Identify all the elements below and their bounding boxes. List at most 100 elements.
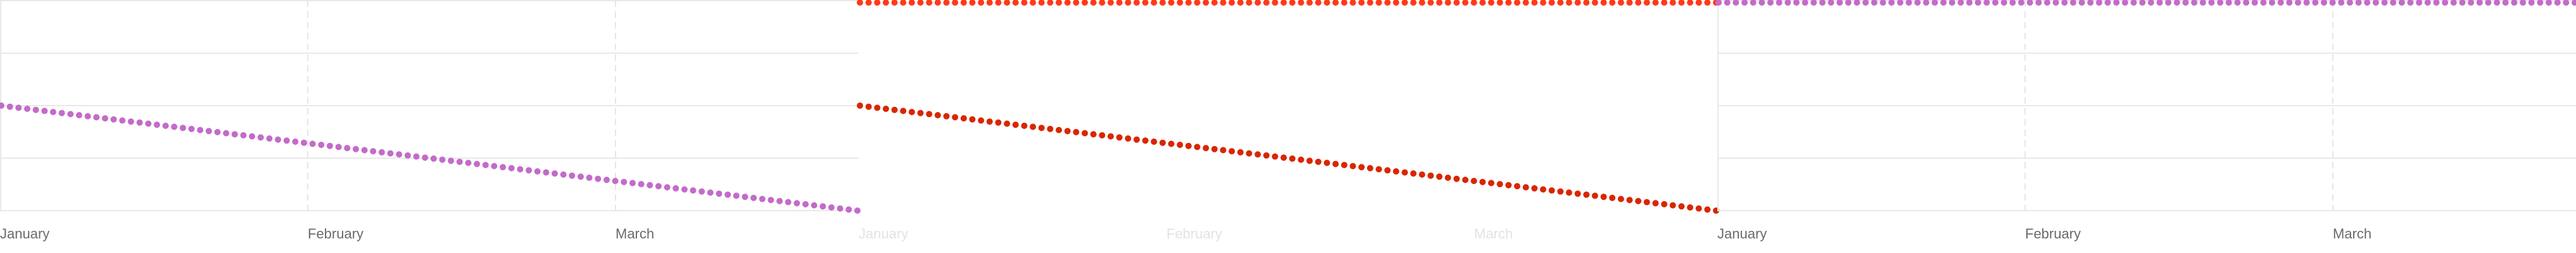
data-point <box>292 139 299 145</box>
data-point <box>883 0 889 6</box>
data-point <box>2424 0 2431 6</box>
data-point <box>2312 0 2319 6</box>
data-point <box>145 120 152 127</box>
data-point <box>1531 185 1538 192</box>
data-point <box>491 163 498 170</box>
data-point <box>1905 0 1912 6</box>
data-point <box>1453 175 1460 182</box>
data-point <box>1635 197 1642 204</box>
data-point <box>1600 194 1607 201</box>
data-point <box>1125 0 1132 6</box>
data-point <box>1410 170 1417 177</box>
data-point <box>1263 152 1270 159</box>
data-point <box>1228 0 1235 6</box>
data-point <box>1280 154 1287 161</box>
data-point <box>2182 0 2189 6</box>
data-point <box>2398 0 2405 6</box>
data-point <box>396 151 403 158</box>
data-point <box>1099 0 1106 6</box>
data-point <box>2537 0 2544 6</box>
data-point <box>1012 121 1019 128</box>
data-point <box>1724 0 1731 6</box>
data-point <box>378 149 385 156</box>
data-point <box>370 148 377 155</box>
data-point <box>500 164 507 171</box>
data-point <box>2468 0 2475 6</box>
data-point <box>2035 0 2042 6</box>
data-point <box>986 0 993 6</box>
data-point <box>387 150 394 157</box>
data-point <box>1358 164 1365 171</box>
data-point <box>742 194 748 201</box>
data-point <box>1315 158 1322 165</box>
data-point <box>1479 0 1486 6</box>
data-point <box>2165 0 2172 6</box>
data-point <box>283 137 290 144</box>
data-point <box>943 113 950 120</box>
data-point <box>1948 0 1955 6</box>
data-point <box>93 114 100 121</box>
data-point <box>900 108 907 114</box>
data-point <box>1845 0 1852 6</box>
data-point <box>1203 0 1209 6</box>
data-point <box>1177 142 1184 148</box>
data-point <box>586 175 593 181</box>
x-tick-label: February <box>2025 226 2081 242</box>
data-point <box>465 159 472 166</box>
data-point <box>952 114 959 121</box>
data-point <box>1862 0 1869 6</box>
data-point <box>995 119 1002 126</box>
data-point <box>534 168 541 175</box>
data-point <box>1341 0 1348 6</box>
data-point <box>231 131 238 138</box>
data-point <box>578 173 584 180</box>
data-point <box>1992 0 1998 6</box>
data-point <box>335 144 342 151</box>
data-point <box>58 109 65 116</box>
data-point <box>1185 142 1192 149</box>
data-point <box>1669 202 1676 209</box>
data-point <box>2217 0 2224 6</box>
data-point <box>1228 148 1235 155</box>
data-point <box>2225 0 2232 6</box>
data-point <box>2234 0 2241 6</box>
data-point <box>960 0 967 6</box>
data-point <box>214 128 221 135</box>
data-point <box>2355 0 2362 6</box>
data-point <box>326 142 333 149</box>
data-point <box>24 106 30 112</box>
data-point <box>1487 0 1494 6</box>
data-point <box>1038 0 1045 6</box>
data-point <box>2243 0 2250 6</box>
data-point <box>926 111 933 118</box>
data-point <box>1108 0 1114 6</box>
data-point <box>361 147 368 154</box>
data-point <box>2450 0 2457 6</box>
data-point <box>621 178 628 185</box>
data-point <box>257 134 264 141</box>
data-point <box>900 0 907 6</box>
data-point <box>969 116 976 123</box>
data-point <box>926 0 933 6</box>
data-point <box>1957 0 1964 6</box>
data-point <box>776 197 783 204</box>
data-point <box>1444 175 1451 181</box>
data-point <box>0 102 4 109</box>
data-point <box>865 0 872 6</box>
data-point <box>1828 0 1834 6</box>
data-point <box>2390 0 2397 6</box>
data-point <box>943 0 950 6</box>
data-point <box>1661 201 1668 207</box>
data-point <box>448 157 455 164</box>
data-point <box>874 104 881 111</box>
data-point <box>612 178 619 185</box>
data-point <box>2199 0 2206 6</box>
data-point <box>908 0 915 6</box>
data-point <box>1375 0 1382 6</box>
data-point <box>1012 0 1019 6</box>
data-point <box>1073 0 1080 6</box>
data-point <box>1108 133 1114 140</box>
data-point <box>2572 0 2576 6</box>
data-point <box>1600 0 1607 6</box>
